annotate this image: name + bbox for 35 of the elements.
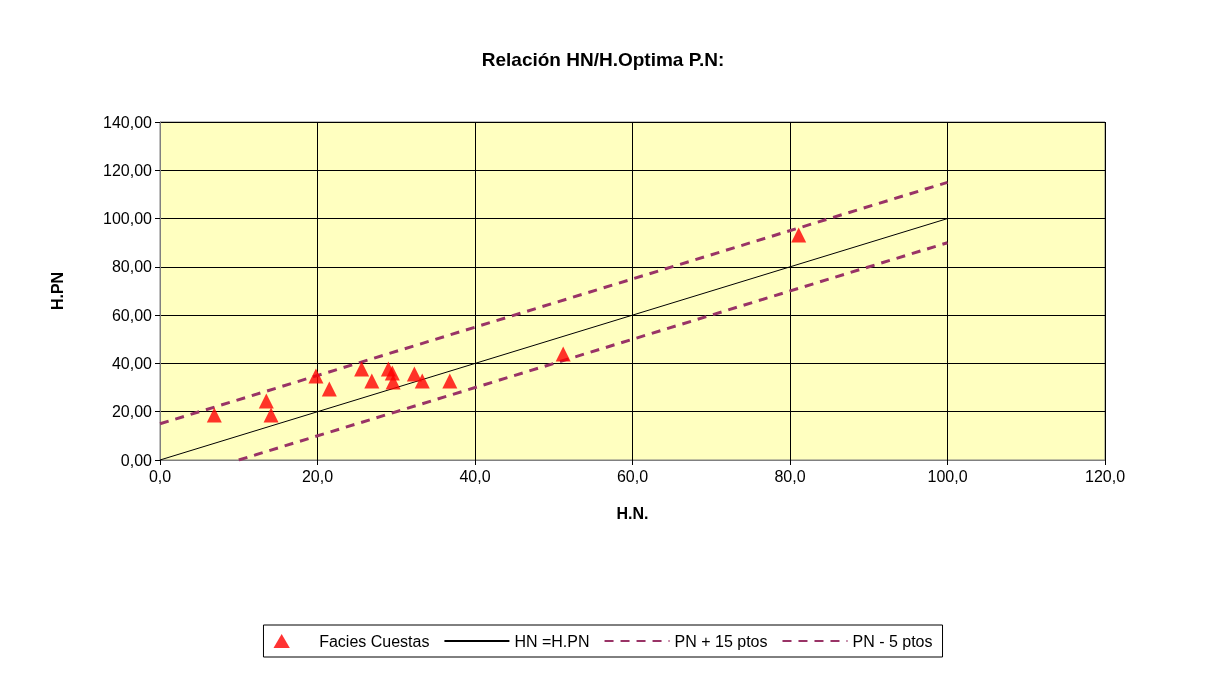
y-tick-label: 120,00	[103, 161, 153, 179]
x-tick-label: 0,0	[148, 467, 172, 485]
x-tick-label: 60,0	[616, 467, 649, 485]
x-tick-label: 120,0	[1084, 467, 1126, 485]
x-tick-label: 80,0	[774, 467, 806, 485]
legend-label: PN + 15 ptos	[674, 632, 768, 650]
x-tick-label: 40,0	[459, 467, 491, 485]
point	[414, 373, 430, 389]
legend-label: Facies Cuestas	[319, 632, 430, 650]
point	[406, 366, 422, 382]
point	[442, 373, 458, 389]
x-axis-title: H.N.	[616, 504, 649, 522]
y-tick-label: 0,00	[120, 451, 153, 469]
point	[354, 361, 370, 377]
point	[321, 381, 337, 397]
x-tick-label: 100,0	[927, 467, 968, 485]
point	[206, 407, 222, 423]
chart-title: Relación HN/H.Optima P.N:	[481, 49, 725, 70]
point	[385, 374, 401, 390]
point	[791, 227, 807, 243]
y-tick-label: 40,00	[111, 354, 153, 372]
point	[263, 407, 279, 423]
point	[258, 393, 274, 409]
point	[364, 373, 380, 389]
y-tick-label: 60,00	[111, 306, 153, 324]
y-tick-label: 100,00	[103, 210, 153, 228]
y-tick-label: 80,00	[111, 258, 153, 276]
point	[555, 346, 571, 362]
legend-label: HN =H.PN	[514, 632, 590, 650]
x-tick-label: 20,0	[301, 467, 334, 485]
y-tick-label: 140,00	[103, 113, 153, 131]
legend-label: PN - 5 ptos	[852, 632, 933, 650]
point	[308, 368, 324, 384]
y-axis-title: H.PN	[48, 271, 66, 311]
y-tick-label: 20,00	[111, 403, 153, 421]
